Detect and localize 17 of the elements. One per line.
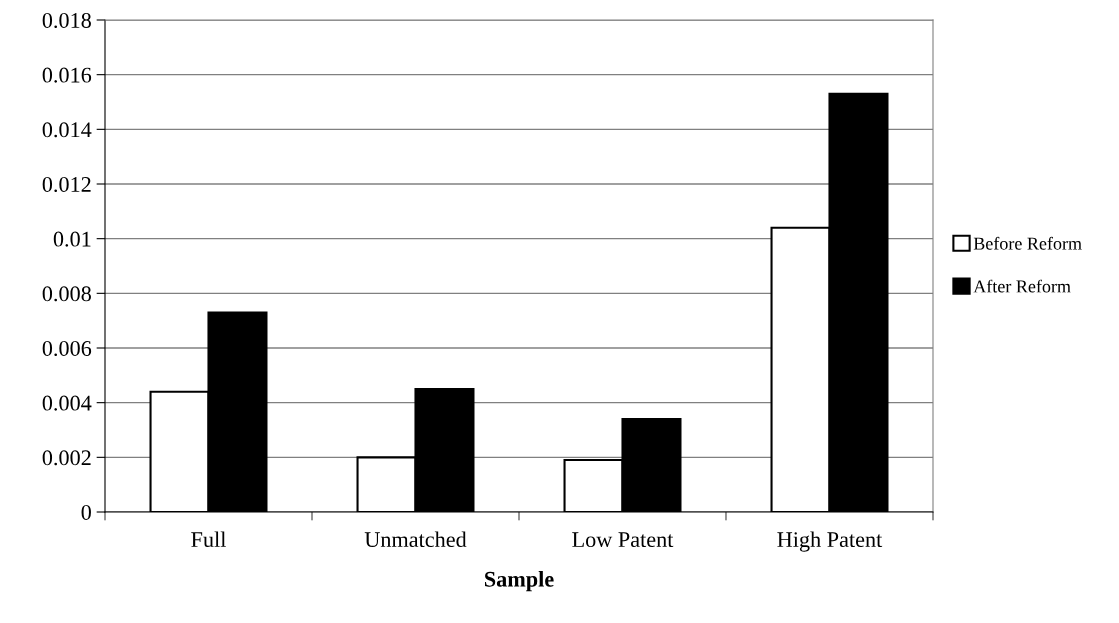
x-tick-label: Full: [191, 531, 226, 548]
legend-label: After Reform: [973, 279, 1071, 293]
y-tick-label: 0.004: [42, 395, 92, 411]
y-tick-label: 0.014: [42, 122, 92, 138]
y-tick-label: 0: [81, 504, 91, 520]
x-tick-label: Low Patent: [572, 532, 674, 548]
y-tick-label: 0.008: [42, 286, 91, 302]
y-tick-label: 0.012: [42, 176, 91, 193]
x-tick-label: Unmatched: [364, 531, 467, 548]
y-tick-label: 0.01: [53, 231, 91, 247]
x-tick-label: High Patent: [777, 531, 883, 552]
x-axis-title: Sample: [485, 571, 554, 592]
y-tick-label: 0.016: [42, 67, 92, 83]
y-tick-label: 0.018: [42, 12, 91, 29]
y-tick-label: 0.002: [42, 450, 91, 466]
y-tick-label: 0.006: [42, 340, 92, 357]
legend-label: Before Reform: [973, 236, 1082, 250]
